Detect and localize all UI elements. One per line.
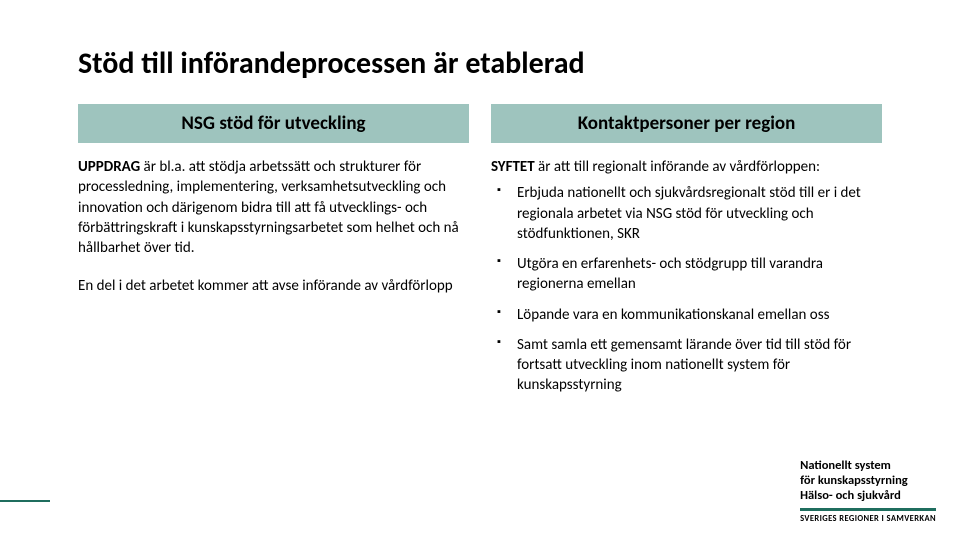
right-intro-rest: är att till regionalt införande av vårdf… — [535, 158, 820, 176]
footer-accent-bar — [800, 508, 936, 511]
bottom-accent-line — [0, 500, 50, 502]
left-paragraph-1: UPPDRAG är bl.a. att stödja arbetssätt o… — [78, 157, 469, 258]
footer-line-1: Nationellt system — [800, 458, 936, 473]
footer-line-3: Hälso- och sjukvård — [800, 488, 936, 503]
footer-subtitle: SVERIGES REGIONER I SAMVERKAN — [800, 514, 936, 524]
list-item: Samt samla ett gemensamt lärande över ti… — [491, 335, 882, 396]
two-column-layout: NSG stöd för utveckling UPPDRAG är bl.a.… — [0, 104, 960, 406]
list-item: Löpande vara en kommunikationskanal emel… — [491, 305, 882, 325]
right-column: Kontaktpersoner per region SYFTET är att… — [491, 104, 882, 406]
list-item: Utgöra en erfarenhets- och stödgrupp til… — [491, 254, 882, 295]
right-column-header: Kontaktpersoner per region — [491, 104, 882, 143]
left-column-header: NSG stöd för utveckling — [78, 104, 469, 143]
right-intro-lead: SYFTET — [491, 158, 535, 176]
left-para1-lead: UPPDRAG — [78, 158, 140, 176]
list-item: Erbjuda nationellt och sjukvårdsregional… — [491, 183, 882, 244]
left-paragraph-2: En del i det arbetet kommer att avse inf… — [78, 276, 469, 296]
footer-block: Nationellt system för kunskapsstyrning H… — [800, 458, 936, 524]
right-bullet-list: Erbjuda nationellt och sjukvårdsregional… — [491, 183, 882, 395]
left-column: NSG stöd för utveckling UPPDRAG är bl.a.… — [78, 104, 469, 406]
right-intro: SYFTET är att till regionalt införande a… — [491, 157, 882, 177]
slide-title: Stöd till införandeprocessen är etablera… — [78, 45, 960, 82]
footer-line-2: för kunskapsstyrning — [800, 473, 936, 488]
slide: Stöd till införandeprocessen är etablera… — [0, 0, 960, 540]
